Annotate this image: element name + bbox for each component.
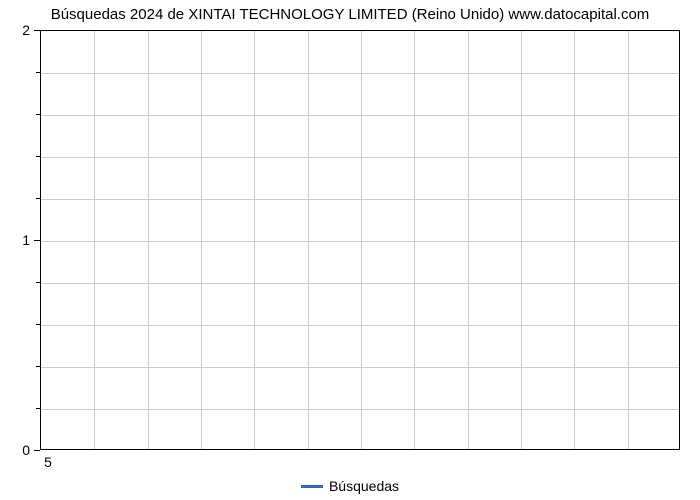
y-axis-tick-mark (36, 408, 40, 409)
y-axis-tick-mark (36, 114, 40, 115)
gridline-vertical (254, 31, 255, 449)
gridline-horizontal (41, 283, 679, 284)
gridline-horizontal (41, 115, 679, 116)
y-axis-tick-mark (36, 156, 40, 157)
x-axis-tick-label: 5 (44, 454, 52, 470)
gridline-vertical (521, 31, 522, 449)
legend: Búsquedas (0, 478, 700, 494)
y-axis-tick-mark (36, 324, 40, 325)
y-axis-tick-mark (34, 450, 40, 451)
chart-container: Búsquedas 2024 de XINTAI TECHNOLOGY LIMI… (0, 0, 700, 500)
y-axis-tick-mark (36, 198, 40, 199)
y-axis-tick-mark (36, 366, 40, 367)
gridline-horizontal (41, 409, 679, 410)
gridline-vertical (468, 31, 469, 449)
legend-label: Búsquedas (329, 478, 399, 494)
gridline-horizontal (41, 73, 679, 74)
gridline-vertical (201, 31, 202, 449)
gridline-vertical (574, 31, 575, 449)
gridline-vertical (361, 31, 362, 449)
chart-title: Búsquedas 2024 de XINTAI TECHNOLOGY LIMI… (0, 6, 700, 23)
gridline-vertical (148, 31, 149, 449)
y-axis-tick-label: 0 (0, 442, 30, 458)
gridline-horizontal (41, 157, 679, 158)
gridline-horizontal (41, 367, 679, 368)
plot-area (40, 30, 680, 450)
y-axis-tick-mark (36, 282, 40, 283)
gridline-vertical (94, 31, 95, 449)
y-axis-tick-label: 2 (0, 22, 30, 38)
y-axis-tick-label: 1 (0, 232, 30, 248)
gridline-horizontal (41, 325, 679, 326)
gridline-vertical (308, 31, 309, 449)
y-axis-tick-mark (34, 30, 40, 31)
gridline-horizontal (41, 199, 679, 200)
y-axis-tick-mark (34, 240, 40, 241)
gridline-vertical (414, 31, 415, 449)
gridline-vertical (628, 31, 629, 449)
legend-swatch (301, 485, 323, 488)
gridline-horizontal (41, 241, 679, 242)
y-axis-tick-mark (36, 72, 40, 73)
